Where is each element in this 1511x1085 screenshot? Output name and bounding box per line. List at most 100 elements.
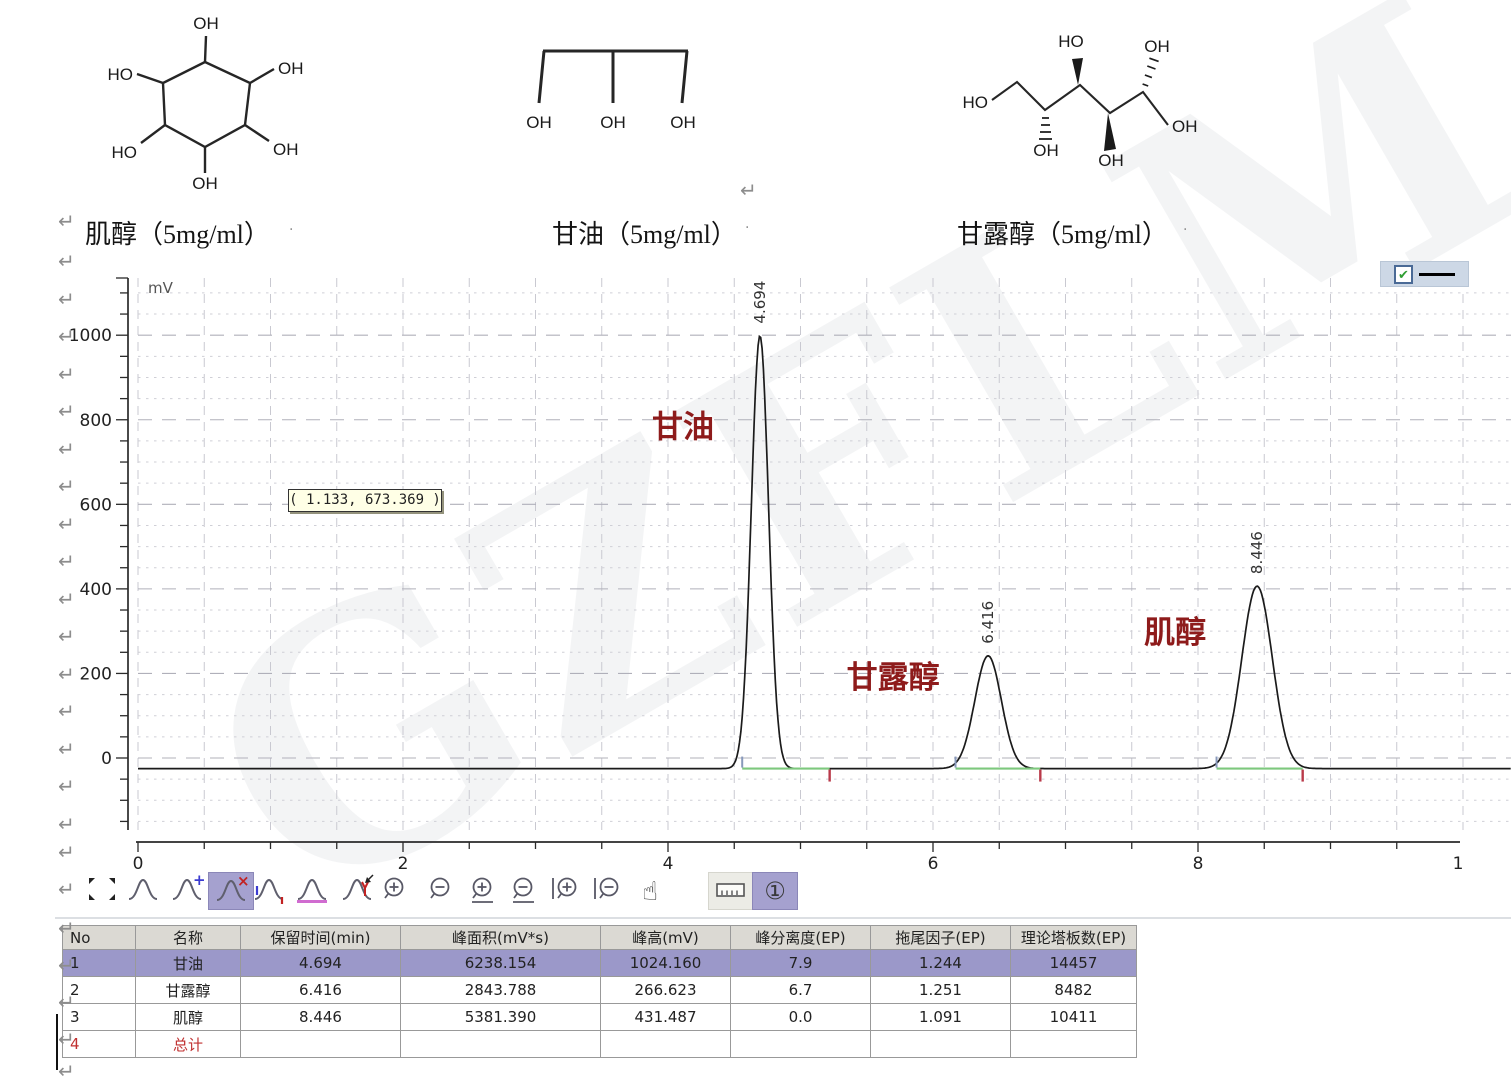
- table-row[interactable]: 4 总计: [62, 1030, 1137, 1058]
- table-cell: [730, 1030, 871, 1058]
- table-cell: 2843.788: [400, 976, 601, 1004]
- table-cell: [1010, 1030, 1137, 1058]
- table-cell: 1024.160: [600, 949, 731, 977]
- peak-name-label: 甘油: [652, 410, 714, 445]
- zoom-in-horizontal-icon[interactable]: [460, 872, 504, 908]
- y-axis-tick-label: 400: [80, 580, 112, 600]
- paragraph-return-mark: ↵: [58, 699, 75, 723]
- atom-label: OH: [193, 14, 219, 33]
- y-axis-tick-label: 1000: [69, 326, 112, 346]
- table-header-cell: 峰高(mV): [600, 925, 731, 950]
- atom-label: OH: [670, 113, 696, 132]
- mannitol-structure: HO HO OH OH OH OH: [963, 32, 1198, 170]
- atom-label: OH: [1033, 141, 1059, 160]
- peak-icon[interactable]: [121, 872, 165, 908]
- inositol-structure: OH HO OH HO OH OH: [108, 14, 304, 193]
- add-peak-icon[interactable]: +: [165, 872, 209, 908]
- overlay-number-1-icon[interactable]: ①: [752, 872, 798, 910]
- table-cell: 6.416: [240, 976, 401, 1004]
- separator-line: [55, 917, 1511, 919]
- table-cell: 总计: [135, 1030, 241, 1058]
- paragraph-return-mark: ↵: [58, 249, 75, 273]
- table-cell: 266.623: [600, 976, 731, 1004]
- caption-inositol: 肌醇（5mg/ml）: [85, 220, 270, 249]
- y-axis-tick-label: 0: [101, 749, 112, 769]
- delete-peak-icon[interactable]: ×: [208, 872, 254, 910]
- table-cell: 1.091: [870, 1003, 1011, 1031]
- table-cell: 6.7: [730, 976, 871, 1004]
- zoom-out-vertical-icon[interactable]: [585, 872, 629, 908]
- table-header-cell: 理论塔板数(EP): [1010, 925, 1137, 950]
- paragraph-return-mark: ↵: [58, 511, 75, 536]
- table-cell: [600, 1030, 731, 1058]
- atom-label: HO: [1058, 32, 1084, 51]
- table-cell: 1.251: [870, 976, 1011, 1004]
- legend-line-sample: [1419, 272, 1455, 276]
- zoom-out-icon[interactable]: [418, 872, 462, 908]
- table-cell: 甘露醇: [135, 976, 241, 1004]
- table-cell: [240, 1030, 401, 1058]
- atom-label: HO: [963, 93, 989, 112]
- table-row[interactable]: 2 甘露醇 6.416 2843.788 266.623 6.7 1.251 8482: [62, 976, 1137, 1004]
- y-axis-unit-label: mV: [148, 279, 174, 297]
- pan-hand-icon[interactable]: ☝: [628, 872, 672, 908]
- y-axis-tick-label: 800: [80, 411, 112, 431]
- peak-rt-label: 8.446: [1248, 531, 1266, 574]
- paragraph-return-mark: ↵: [58, 286, 75, 311]
- fit-scale-icon[interactable]: [80, 872, 124, 908]
- paragraph-return-mark: ↵: [58, 736, 75, 761]
- paragraph-return-mark: ↵: [58, 840, 75, 864]
- table-row[interactable]: 3 肌醇 8.446 5381.390 431.487 0.0 1.091 10411: [62, 1003, 1137, 1031]
- atom-label: OH: [1144, 37, 1170, 56]
- toolbar: + × ☝ ①: [0, 872, 1511, 910]
- paragraph-return-mark: ·: [1183, 222, 1188, 238]
- legend: ✔: [1380, 261, 1469, 287]
- paragraph-return-mark: ↵: [58, 436, 75, 461]
- paragraph-return-mark: ↵: [58, 811, 75, 836]
- zoom-in-vertical-icon[interactable]: [543, 872, 587, 908]
- table-header-cell: 峰面积(mV*s): [400, 925, 601, 950]
- table-cell: 6238.154: [400, 949, 601, 977]
- paragraph-return-mark: ↵: [58, 774, 75, 798]
- coordinate-tooltip: ( 1.133, 673.369 ): [288, 489, 442, 512]
- ruler-icon[interactable]: [708, 872, 754, 910]
- paragraph-return-mark: ↵: [58, 361, 75, 386]
- chromatogram-plot[interactable]: 4.694 甘油 6.416 甘露醇 8.446 肌醇 0 200 400 600 800 1000 0…: [0, 260, 1511, 880]
- baseline-icon[interactable]: [290, 872, 334, 908]
- y-axis-tick-label: 200: [80, 664, 112, 684]
- svg-text:+: +: [193, 873, 205, 889]
- peak-start-end-icon[interactable]: [247, 872, 291, 908]
- peak-name-label: 甘露醇: [847, 660, 940, 695]
- svg-text:×: ×: [237, 874, 249, 890]
- legend-checkbox[interactable]: ✔: [1394, 264, 1413, 284]
- x-axis-tick-label: 8: [1193, 854, 1204, 874]
- paragraph-return-mark: ↵: [58, 661, 75, 686]
- zoom-in-icon[interactable]: [372, 872, 416, 908]
- caption-glycerol: 甘油（5mg/ml）: [552, 220, 737, 249]
- paragraph-return-mark: ↵: [58, 1059, 75, 1083]
- table-cell: 14457: [1010, 949, 1137, 977]
- paragraph-return-mark: ↵: [58, 549, 75, 573]
- svg-text:☝: ☝: [642, 876, 658, 906]
- zoom-out-horizontal-icon[interactable]: [501, 872, 545, 908]
- peak-rt-label: 4.694: [751, 281, 769, 324]
- table-cell: 肌醇: [135, 1003, 241, 1031]
- table-header-cell: No: [62, 925, 136, 950]
- manual-integration-icon[interactable]: [335, 872, 379, 908]
- table-cell: 5381.390: [400, 1003, 601, 1031]
- paragraph-return-mark: ↵: [58, 209, 75, 233]
- atom-label: HO: [108, 65, 134, 84]
- peak-results-table: No 名称 保留时间(min) 峰面积(mV*s) 峰高(mV) 峰分离度(EP) 拖尾因子…: [62, 925, 1137, 1058]
- paragraph-return-mark: ·: [745, 220, 750, 236]
- atom-label: OH: [273, 140, 299, 159]
- y-axis-tick-label: 600: [80, 495, 112, 515]
- paragraph-return-mark: ↵: [58, 1027, 75, 1051]
- atom-label: OH: [278, 59, 304, 78]
- table-cell: 1.244: [870, 949, 1011, 977]
- table-cell: 431.487: [600, 1003, 731, 1031]
- table-row[interactable]: 1 甘油 4.694 6238.154 1024.160 7.9 1.244 14457: [62, 949, 1137, 977]
- x-axis-tick-label: 1: [1453, 854, 1464, 874]
- paragraph-return-mark: ↵: [58, 877, 75, 901]
- signal-trace: [138, 334, 1511, 770]
